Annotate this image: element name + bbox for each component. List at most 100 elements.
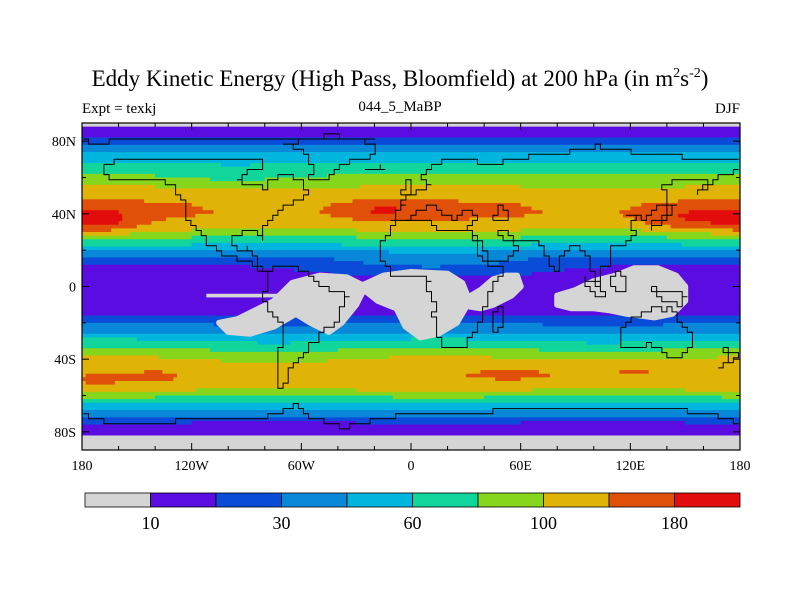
field-cell (202, 206, 324, 211)
colorbar-box (477, 492, 544, 508)
field-cell (542, 210, 620, 215)
field-cell (520, 235, 668, 240)
field-cell (608, 264, 740, 269)
field-cell (82, 162, 222, 168)
field-cell (82, 341, 259, 346)
field-cell (82, 202, 193, 208)
field-cell (195, 388, 357, 393)
coastline (400, 179, 412, 196)
field-cell (82, 268, 295, 273)
field-cell (440, 264, 609, 269)
field-cell (688, 210, 740, 215)
colorbar-box (608, 492, 675, 508)
x-tick-label: 0 (408, 459, 415, 474)
colorbar-label: 60 (404, 513, 422, 533)
field-cell (326, 359, 740, 364)
coastline (492, 306, 504, 333)
field-cell (623, 213, 679, 219)
field-cell (155, 184, 361, 189)
field-cell (619, 341, 740, 346)
colorbar-box (674, 492, 741, 508)
field-cell (82, 271, 332, 277)
colorbar-box (150, 492, 217, 508)
field-cell (82, 410, 740, 415)
chart-title: Eddy Kinetic Energy (High Pass, Bloomfie… (91, 66, 709, 91)
field-cell (82, 261, 365, 266)
field-cell (82, 221, 120, 226)
x-tick-label: 60W (288, 459, 316, 474)
field-cell (114, 380, 740, 386)
field-cell (82, 293, 207, 298)
field-cell (644, 221, 712, 226)
field-cell (469, 217, 635, 222)
field-cell (82, 137, 740, 142)
field-cell (549, 373, 740, 378)
y-tick-label: 80S (54, 426, 76, 441)
x-tick-label: 180 (730, 459, 751, 474)
field-cell (82, 275, 405, 280)
field-cell (111, 228, 193, 233)
field-cell (334, 257, 529, 262)
field-cell (542, 322, 664, 328)
field-cell (158, 355, 390, 360)
x-tick-label: 60E (509, 459, 532, 474)
field-cell (173, 377, 496, 382)
field-cell (82, 344, 740, 349)
field-cell (122, 213, 196, 219)
field-cell (520, 228, 642, 233)
field-cell (520, 184, 686, 189)
coastline (472, 169, 739, 287)
field-cell (82, 351, 740, 357)
field-cell (166, 217, 354, 222)
field-cell (663, 348, 740, 353)
field-cell (531, 388, 686, 393)
field-cell (82, 166, 740, 171)
field-cell (363, 261, 500, 266)
field-cell (641, 202, 740, 208)
field-cell (82, 366, 740, 371)
y-tick-label: 80N (52, 135, 76, 150)
coastline (83, 403, 739, 430)
field-cell (82, 217, 123, 222)
field-cell (337, 348, 540, 353)
field-cell (531, 242, 683, 248)
field-cell (352, 199, 460, 204)
field-cell (82, 395, 156, 400)
coastline (379, 219, 504, 348)
field-cell (495, 377, 522, 382)
field-cell (82, 159, 740, 164)
field-cell (710, 232, 740, 237)
field-cell (82, 348, 211, 353)
coastline (584, 276, 606, 298)
field-cell (677, 213, 740, 219)
field-cell (82, 250, 390, 255)
coastline (610, 270, 627, 293)
field-cell (129, 232, 712, 237)
field-cell (250, 162, 740, 168)
field-cell (82, 424, 740, 429)
field-cell (82, 370, 145, 375)
field-cell (648, 370, 740, 375)
coastline (390, 143, 739, 221)
field-cell (82, 242, 193, 248)
field-cell (257, 341, 291, 346)
coastline (283, 133, 376, 181)
field-cell (264, 177, 740, 182)
field-cell (191, 242, 343, 248)
field-cell (710, 221, 740, 226)
field-cell (82, 359, 222, 364)
field-cell (356, 388, 533, 393)
field-cell (732, 228, 740, 233)
coastline (651, 286, 688, 308)
field-cell (323, 206, 376, 211)
field-cell (82, 388, 196, 393)
field-cell (82, 257, 335, 262)
field-cell (319, 210, 372, 215)
field-cell (82, 133, 740, 139)
colorbar-label: 100 (530, 513, 557, 533)
field-cell (520, 420, 686, 426)
field-cell (641, 228, 734, 233)
coastline (492, 204, 509, 221)
field-cell (82, 170, 740, 175)
field-cell (162, 370, 482, 375)
